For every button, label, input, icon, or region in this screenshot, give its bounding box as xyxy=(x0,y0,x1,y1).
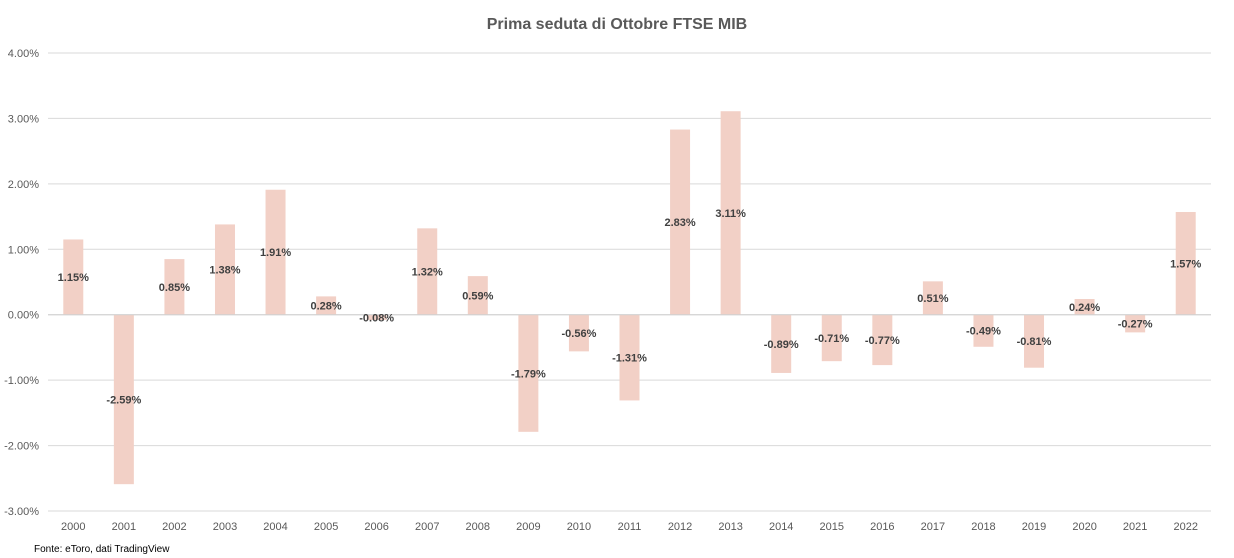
y-tick-label: 2.00% xyxy=(8,179,39,191)
bar xyxy=(417,228,438,315)
data-label: 1.38% xyxy=(209,265,240,277)
data-label: -0.56% xyxy=(562,328,597,340)
x-tick-label: 2018 xyxy=(971,521,995,533)
x-tick-label: 2015 xyxy=(820,521,844,533)
bar xyxy=(619,314,640,401)
bar xyxy=(265,189,286,315)
bar xyxy=(214,224,235,315)
bar xyxy=(720,111,741,315)
x-tick-label: 2009 xyxy=(516,521,540,533)
data-label: 0.28% xyxy=(311,301,342,313)
bar xyxy=(366,314,387,320)
data-label: -1.79% xyxy=(511,368,546,380)
x-tick-label: 2004 xyxy=(263,521,287,533)
x-tick-label: 2003 xyxy=(213,521,237,533)
y-tick-label: -2.00% xyxy=(4,441,39,453)
x-tick-label: 2019 xyxy=(1022,521,1046,533)
bar xyxy=(973,314,994,347)
x-tick-label: 2017 xyxy=(921,521,945,533)
data-label: 3.11% xyxy=(715,208,746,220)
x-tick-label: 2006 xyxy=(364,521,388,533)
data-label: -0.77% xyxy=(865,335,900,347)
bar xyxy=(872,314,893,366)
bar xyxy=(821,314,842,362)
x-tick-label: 2010 xyxy=(567,521,591,533)
y-tick-label: 4.00% xyxy=(8,48,39,60)
bar xyxy=(922,281,943,315)
data-label: -0.08% xyxy=(359,312,394,324)
x-tick-label: 2011 xyxy=(618,521,642,533)
x-tick-label: 2014 xyxy=(769,521,793,533)
x-tick-label: 2007 xyxy=(415,521,439,533)
bar xyxy=(771,314,792,373)
bar xyxy=(164,259,185,315)
x-tick-label: 2021 xyxy=(1123,521,1147,533)
data-label: 1.91% xyxy=(260,247,291,259)
bar xyxy=(63,239,84,315)
data-label: 1.32% xyxy=(412,267,443,279)
data-label: -0.71% xyxy=(814,333,849,345)
data-label: -0.27% xyxy=(1118,319,1153,331)
y-tick-label: 1.00% xyxy=(8,244,39,256)
data-label: -2.59% xyxy=(106,394,141,406)
bar xyxy=(1125,314,1146,333)
bar xyxy=(568,314,589,352)
x-tick-label: 2013 xyxy=(718,521,742,533)
x-tick-label: 2012 xyxy=(668,521,692,533)
data-label: 0.51% xyxy=(917,293,948,305)
bar xyxy=(670,129,691,315)
data-label: 2.83% xyxy=(664,217,695,229)
x-tick-label: 2000 xyxy=(61,521,85,533)
bar xyxy=(1024,314,1045,368)
data-label: -0.89% xyxy=(764,339,799,351)
bar xyxy=(113,314,134,485)
data-label: -0.49% xyxy=(966,326,1001,338)
y-tick-label: -1.00% xyxy=(4,375,39,387)
y-tick-label: 3.00% xyxy=(8,113,39,125)
y-tick-label: -3.00% xyxy=(4,506,39,518)
x-tick-label: 2005 xyxy=(314,521,338,533)
x-tick-label: 2020 xyxy=(1072,521,1096,533)
bar xyxy=(1074,299,1095,315)
bar xyxy=(316,296,337,315)
x-tick-label: 2001 xyxy=(112,521,136,533)
data-label: 0.59% xyxy=(462,290,493,302)
data-label: -0.81% xyxy=(1017,336,1052,348)
bar xyxy=(467,276,488,315)
chart-title: Prima seduta di Ottobre FTSE MIB xyxy=(486,16,748,33)
data-label: 1.57% xyxy=(1170,258,1201,270)
source-note: Fonte: eToro, dati TradingView xyxy=(34,544,170,555)
data-label: 0.24% xyxy=(1069,302,1100,314)
x-tick-label: 2008 xyxy=(466,521,490,533)
data-label: 1.15% xyxy=(58,272,89,284)
y-tick-label: 0.00% xyxy=(8,310,39,322)
x-tick-label: 2022 xyxy=(1173,521,1197,533)
x-tick-label: 2016 xyxy=(870,521,894,533)
bar xyxy=(1175,211,1196,315)
bar xyxy=(518,314,539,432)
data-label: -1.31% xyxy=(612,353,647,365)
x-tick-label: 2002 xyxy=(162,521,186,533)
data-label: 0.85% xyxy=(159,282,190,294)
